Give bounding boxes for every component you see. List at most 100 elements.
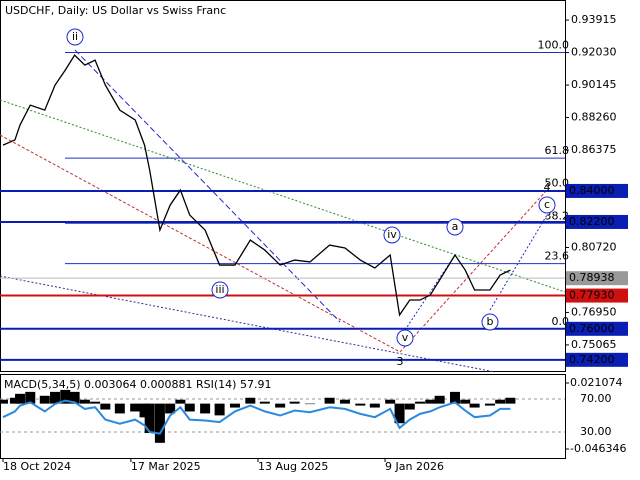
level-box	[566, 288, 628, 303]
y-tick-label: 0.93915	[571, 13, 617, 26]
wave-label: a	[452, 220, 459, 233]
wave-label: 3	[397, 355, 404, 368]
wave-circle	[538, 196, 556, 214]
level-label: 0.84000	[569, 184, 615, 197]
macd-bar	[114, 403, 125, 414]
macd-bar	[139, 403, 150, 418]
macd-bar	[175, 399, 186, 404]
wave-circle	[396, 329, 414, 347]
indicator-frame	[0, 374, 566, 459]
wave-label: iii	[215, 283, 224, 296]
macd-tick-label: -0.046346	[570, 442, 626, 455]
macd-bar	[495, 399, 506, 404]
x-tick-label: 17 Mar 2025	[131, 460, 201, 473]
wave-circle	[446, 218, 464, 236]
level-label: 0.74200	[569, 353, 615, 366]
macd-tick-label: 0.021074	[570, 376, 623, 389]
macd-bar	[484, 403, 495, 406]
macd-bar	[305, 403, 316, 405]
macd-bar	[90, 401, 101, 404]
macd-bar	[259, 401, 270, 404]
macd-bar	[505, 397, 516, 404]
y-tick-label: 0.90145	[571, 78, 617, 91]
macd-bar	[9, 397, 20, 404]
macd-bar	[425, 399, 436, 404]
y-tick-label: 0.92030	[571, 46, 617, 59]
plot-frame	[0, 0, 566, 372]
macd-bar	[385, 399, 396, 404]
macd-bar	[275, 403, 286, 408]
macd-bar	[184, 403, 195, 412]
macd-bar	[0, 399, 8, 404]
x-tick-label: 18 Oct 2024	[3, 460, 71, 473]
macd-bar	[394, 403, 405, 424]
macd-bar	[214, 403, 225, 416]
trend-line	[0, 275, 496, 373]
trend-line	[0, 99, 566, 293]
indicator-label: MACD(5,34,5) 0.003064 0.000881 RSI(14) 5…	[4, 378, 271, 391]
wave-line	[404, 254, 456, 331]
wave-line	[74, 49, 341, 323]
wave-circle	[211, 281, 229, 299]
y-tick-label: 0.76950	[571, 305, 617, 318]
macd-bar	[460, 399, 471, 404]
level-label: 0.77930	[569, 289, 615, 302]
macd-bar	[245, 397, 256, 404]
macd-bar	[200, 403, 211, 414]
macd-bar	[415, 401, 426, 404]
fib-label: 0.0	[552, 315, 570, 328]
level-box	[566, 183, 628, 198]
trend-line	[399, 189, 548, 353]
wave-label: c	[544, 198, 550, 211]
macd-bar	[404, 403, 415, 410]
macd-bar	[229, 403, 240, 408]
y-tick-label: 0.75065	[571, 338, 617, 351]
macd-bar	[60, 389, 71, 404]
price-line	[2, 54, 511, 317]
wave-label: iv	[387, 228, 397, 241]
macd-bar	[69, 391, 80, 404]
x-tick-label: 13 Aug 2025	[258, 460, 328, 473]
macd-bar	[289, 401, 300, 404]
macd-bar	[449, 391, 460, 404]
macd-bar	[130, 403, 141, 412]
fib-label: 61.8	[545, 144, 570, 157]
macd-bar	[15, 393, 26, 404]
rsi-tick-label: 70.00	[580, 392, 612, 405]
wave-label: 4	[544, 181, 551, 194]
level-label: 0.76000	[569, 322, 615, 335]
level-label: 0.82200	[569, 215, 615, 228]
wave-circle	[66, 28, 84, 46]
fib-label: 100.0	[538, 39, 570, 52]
level-box	[566, 321, 628, 336]
macd-bar	[39, 395, 50, 404]
wave-circle	[481, 313, 499, 331]
macd-bar	[339, 399, 350, 404]
rsi-line	[2, 399, 511, 435]
macd-bar	[324, 397, 335, 404]
fib-label: 50.0	[545, 177, 570, 190]
macd-bar	[79, 399, 90, 404]
macd-bar	[144, 403, 155, 434]
rsi-tick-label: 30.00	[580, 425, 612, 438]
macd-bar	[154, 403, 165, 443]
wave-label: v	[402, 331, 409, 344]
wave-line	[489, 214, 548, 311]
macd-bar	[469, 403, 480, 408]
current-price-box	[566, 271, 628, 286]
x-tick-label: 9 Jan 2026	[385, 460, 444, 473]
y-tick-label: 0.88260	[571, 111, 617, 124]
wave-label: ii	[72, 30, 78, 43]
wave-circle	[383, 226, 401, 244]
trend-line	[0, 134, 401, 353]
macd-bar	[165, 403, 176, 414]
macd-bar	[100, 403, 111, 410]
level-box	[566, 352, 628, 367]
macd-bar	[355, 403, 366, 406]
y-tick-label: 0.86375	[571, 143, 617, 156]
fib-label: 23.6	[545, 250, 570, 263]
level-box	[566, 214, 628, 229]
macd-bar	[25, 391, 36, 404]
